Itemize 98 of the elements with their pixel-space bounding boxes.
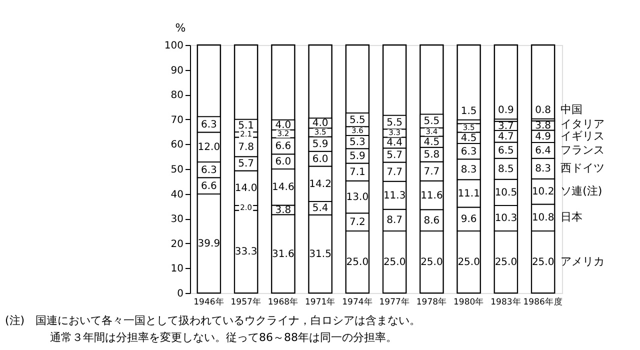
data-label: 1.5 [460, 106, 477, 117]
y-tick-label: 70 [170, 114, 184, 126]
data-label: 5.9 [349, 150, 366, 162]
data-label: 7.8 [238, 142, 254, 153]
y-tick-label: 20 [170, 238, 184, 250]
data-label: 10.5 [494, 187, 518, 198]
x-tick-label: 1978年 [416, 296, 448, 308]
data-label: 25.0 [532, 257, 554, 268]
y-tick-label: 90 [170, 65, 184, 76]
data-label: 5.5 [349, 114, 366, 126]
data-label: 5.5 [424, 116, 440, 128]
data-label: 4.5 [460, 132, 477, 144]
y-tick-label: 50 [170, 164, 184, 176]
data-label: 10.8 [532, 212, 554, 224]
data-label: 13.0 [346, 192, 369, 204]
data-label: 6.5 [498, 145, 514, 156]
series-label: フランス [560, 143, 605, 156]
x-tick-label: 1971年 [304, 296, 336, 308]
data-label: 25.0 [458, 257, 480, 268]
data-label: 4.0 [275, 120, 292, 131]
data-label: 6.0 [312, 154, 328, 165]
data-label: 31.5 [309, 248, 332, 260]
data-label: 5.8 [424, 150, 440, 161]
data-label: 25.0 [494, 257, 518, 268]
data-label: 6.4 [535, 145, 552, 156]
data-label: 6.6 [275, 140, 292, 152]
x-tick-label: 1957年 [230, 296, 262, 308]
x-tick-label: 1986年度 [523, 296, 563, 308]
y-tick-label: 0 [177, 288, 184, 300]
data-label: 4.7 [498, 131, 514, 142]
x-tick-label: 1946年 [194, 296, 224, 308]
data-label: 7.7 [386, 166, 403, 178]
x-tick-label: 1983年 [490, 296, 522, 308]
data-label: 9.6 [460, 214, 477, 226]
data-label: 11.3 [383, 190, 406, 202]
data-label: 3.7 [498, 120, 514, 132]
data-label: 10.2 [532, 186, 554, 198]
data-label: 4.0 [312, 118, 328, 130]
data-label: 4.4 [386, 138, 403, 149]
x-tick-label: 1977年 [379, 296, 410, 308]
data-label: 0.9 [498, 105, 514, 116]
data-label: 5.5 [386, 117, 403, 128]
series-label: アメリカ [560, 255, 605, 268]
series-label: イギリス [560, 129, 605, 142]
data-label: 25.0 [383, 257, 406, 268]
y-tick-label: 100 [164, 40, 184, 52]
data-label: 12.0 [198, 142, 220, 154]
data-label: 4.9 [535, 131, 552, 142]
data-label: 5.7 [238, 158, 254, 170]
data-label: 33.3 [234, 246, 258, 258]
y-tick-label: 30 [170, 214, 184, 226]
data-label: 6.3 [200, 119, 217, 130]
data-label: 11.6 [420, 190, 443, 202]
series-label: 日本 [560, 210, 583, 224]
data-label: 25.0 [420, 257, 443, 268]
data-label: 7.1 [349, 167, 366, 178]
y-tick-label: 80 [170, 90, 184, 102]
x-tick-label: 1968年 [268, 296, 299, 308]
data-label: 11.1 [458, 188, 480, 200]
data-label: 8.3 [460, 164, 477, 176]
data-label: 5.1 [238, 120, 254, 132]
data-label: 6.3 [460, 146, 477, 158]
data-label: 25.0 [346, 257, 369, 268]
data-label: 8.5 [498, 164, 514, 175]
data-label: 6.6 [200, 180, 217, 192]
data-label: 6.0 [275, 156, 292, 168]
data-label: 6.3 [200, 164, 217, 176]
data-label: 39.9 [198, 238, 220, 250]
y-tick-label: 10 [170, 264, 184, 275]
data-label: 5.4 [312, 203, 328, 214]
data-label: 31.6 [272, 248, 294, 260]
data-label: 7.7 [424, 166, 440, 178]
data-label: 0.8 [535, 104, 552, 116]
data-label: 14.6 [272, 182, 294, 194]
data-label: 8.6 [424, 215, 440, 226]
data-label: 4.5 [424, 136, 440, 148]
data-label: 5.3 [349, 137, 366, 148]
text: 通常３年間は分担率を変更しない。従って86～88年は同一の分担率。 [50, 331, 397, 344]
data-label: 8.3 [535, 164, 552, 175]
series-label: 中国 [560, 102, 583, 116]
y-axis-title: % [175, 22, 186, 34]
data-label: 3.8 [535, 120, 552, 132]
data-label: 5.7 [386, 150, 403, 162]
data-label: 5.9 [312, 139, 328, 150]
data-label: 7.2 [349, 217, 366, 228]
text: (注) 国連において各々一国として扱われているウクライナ，白ロシアは含まない。 [5, 314, 421, 327]
y-tick-label: 40 [170, 189, 184, 200]
data-label: 14.2 [309, 178, 332, 190]
data-label: 8.7 [386, 215, 403, 226]
series-label: 西ドイツ [560, 162, 605, 175]
data-label: 3.8 [275, 204, 292, 216]
y-tick-label: 60 [170, 140, 184, 151]
series-label: ソ連(注) [560, 184, 602, 198]
data-label: 14.0 [234, 183, 258, 194]
x-tick-label: 1980年 [453, 296, 484, 308]
data-label: 10.3 [494, 213, 518, 224]
series-label: イタリア [560, 117, 605, 130]
x-tick-label: 1974年 [342, 296, 373, 308]
